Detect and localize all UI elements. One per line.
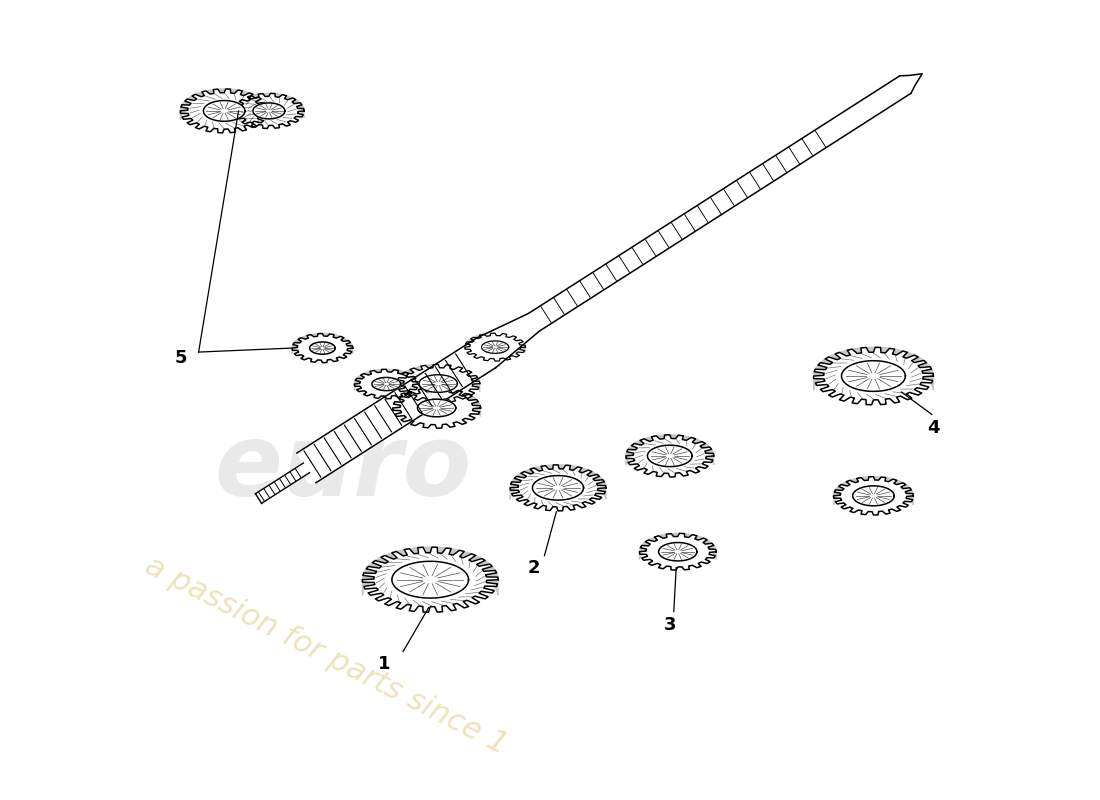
Polygon shape [354, 370, 418, 390]
Polygon shape [842, 361, 905, 391]
Polygon shape [510, 465, 606, 499]
Polygon shape [180, 89, 268, 120]
Polygon shape [834, 477, 913, 515]
Text: 3: 3 [663, 616, 676, 634]
Polygon shape [626, 435, 714, 477]
Polygon shape [852, 486, 894, 506]
Polygon shape [532, 475, 583, 500]
Polygon shape [292, 334, 353, 362]
Polygon shape [659, 542, 697, 561]
Polygon shape [253, 103, 285, 119]
Text: 2: 2 [528, 558, 540, 577]
Polygon shape [233, 94, 304, 129]
Polygon shape [482, 341, 508, 354]
Polygon shape [528, 76, 911, 331]
Polygon shape [626, 435, 714, 465]
Text: 1: 1 [377, 654, 390, 673]
Polygon shape [834, 477, 913, 505]
Polygon shape [814, 347, 933, 390]
Polygon shape [392, 562, 469, 598]
Polygon shape [180, 89, 268, 133]
Polygon shape [419, 374, 458, 392]
Polygon shape [354, 370, 418, 398]
Polygon shape [397, 365, 480, 402]
Text: a passion for parts since 1: a passion for parts since 1 [141, 551, 513, 760]
Polygon shape [510, 465, 606, 511]
Polygon shape [393, 388, 481, 428]
Polygon shape [465, 333, 526, 353]
Polygon shape [362, 547, 498, 612]
Text: euro: euro [214, 420, 472, 517]
Polygon shape [293, 334, 353, 354]
Polygon shape [397, 365, 480, 392]
Polygon shape [476, 314, 540, 368]
Polygon shape [814, 347, 933, 405]
Polygon shape [297, 338, 496, 482]
Polygon shape [363, 547, 498, 595]
Polygon shape [639, 534, 716, 559]
Text: 5: 5 [175, 349, 187, 366]
Polygon shape [255, 463, 309, 503]
Polygon shape [393, 388, 481, 416]
Polygon shape [234, 94, 304, 118]
Polygon shape [648, 445, 692, 466]
Polygon shape [372, 378, 400, 390]
Polygon shape [639, 534, 716, 570]
Polygon shape [417, 399, 455, 417]
Text: 4: 4 [927, 419, 939, 437]
Polygon shape [464, 333, 526, 361]
Polygon shape [204, 101, 245, 122]
Polygon shape [309, 342, 336, 354]
